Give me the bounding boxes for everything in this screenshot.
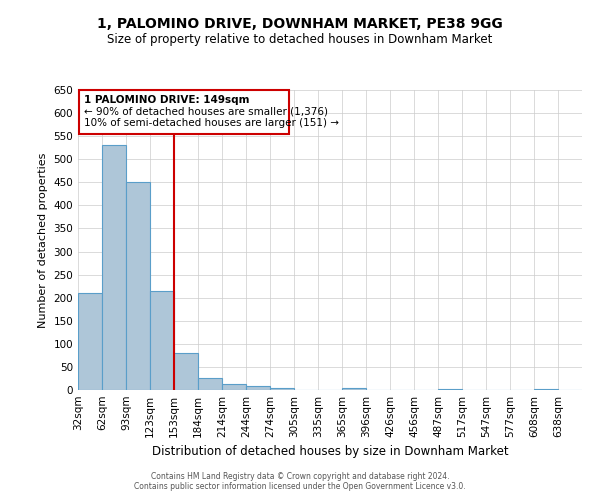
Bar	[270, 388, 294, 390]
Bar	[534, 388, 558, 390]
Bar	[174, 353, 198, 390]
Y-axis label: Number of detached properties: Number of detached properties	[38, 152, 48, 328]
Text: 1, PALOMINO DRIVE, DOWNHAM MARKET, PE38 9GG: 1, PALOMINO DRIVE, DOWNHAM MARKET, PE38 …	[97, 18, 503, 32]
Bar	[438, 389, 462, 390]
Text: 10% of semi-detached houses are larger (151) →: 10% of semi-detached houses are larger (…	[84, 118, 339, 128]
Text: 1 PALOMINO DRIVE: 149sqm: 1 PALOMINO DRIVE: 149sqm	[84, 94, 250, 104]
Bar	[102, 146, 126, 390]
X-axis label: Distribution of detached houses by size in Downham Market: Distribution of detached houses by size …	[152, 446, 508, 458]
Bar	[150, 291, 174, 390]
Text: ← 90% of detached houses are smaller (1,376): ← 90% of detached houses are smaller (1,…	[84, 106, 328, 116]
FancyBboxPatch shape	[79, 90, 289, 134]
Bar	[246, 386, 270, 390]
Bar	[78, 293, 102, 390]
Text: Contains public sector information licensed under the Open Government Licence v3: Contains public sector information licen…	[134, 482, 466, 491]
Bar	[342, 388, 366, 390]
Text: Size of property relative to detached houses in Downham Market: Size of property relative to detached ho…	[107, 32, 493, 46]
Bar	[126, 182, 150, 390]
Text: Contains HM Land Registry data © Crown copyright and database right 2024.: Contains HM Land Registry data © Crown c…	[151, 472, 449, 481]
Bar	[222, 384, 246, 390]
Bar	[198, 378, 222, 390]
